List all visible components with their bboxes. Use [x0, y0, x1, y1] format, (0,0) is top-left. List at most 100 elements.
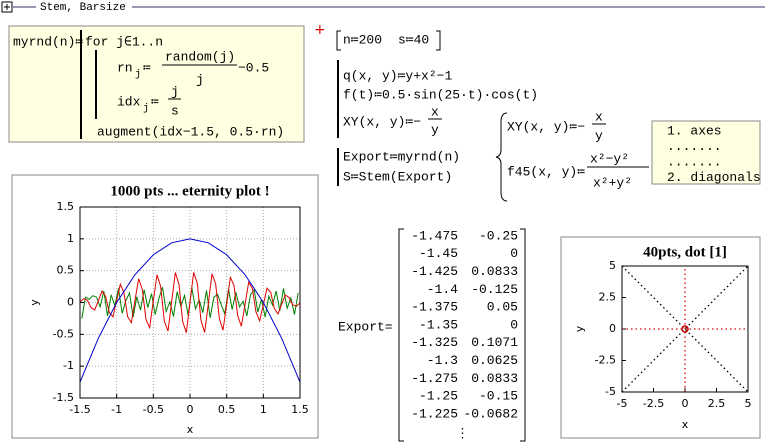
matrix-cell: -0.15 [479, 389, 518, 404]
assign: ≔ [151, 94, 159, 109]
y-tick-label: -2.5 [595, 354, 616, 367]
program-block: myrnd(n)≔ for j∈1..n rn j ≔ random(j) j … [8, 25, 305, 143]
var: rn [117, 60, 133, 75]
y-axis-label: y [28, 299, 41, 306]
definition: S≔Stem(Export) [343, 169, 452, 184]
matrix-cell: 0 [510, 246, 518, 261]
matrix-cell: -1.35 [419, 317, 458, 332]
matrix-cell: -0.25 [479, 228, 518, 243]
x-tick-label: -1.5 [69, 403, 90, 416]
y-tick-label: 0.5 [57, 264, 75, 277]
denominator: x²+y² [593, 175, 632, 190]
y-tick-label: 0 [609, 322, 616, 335]
chart-title: 1000 pts ... eternity plot ! [110, 183, 269, 199]
numerator: x [431, 104, 439, 119]
matrix-cell: -1.275 [411, 371, 458, 386]
numerator: x [595, 109, 603, 124]
x-tick-label: 1 [260, 403, 267, 416]
legend-line: ....... [667, 154, 722, 169]
chart: -5 -2.5 0 2.5 5 -5 -2.5 0 2.5 5 40pts, dot [1] x y [573, 244, 752, 431]
x-axis-label: x [682, 418, 689, 431]
legend-line: ....... [667, 139, 722, 154]
y-tick-label: 5 [609, 259, 616, 272]
subscript: j [143, 103, 149, 115]
denominator: s [171, 103, 179, 118]
matrix-cell: 0.05 [487, 300, 518, 315]
program-name: myrnd(n)≔ [13, 34, 83, 49]
x-tick-label: -5 [617, 397, 628, 410]
region-header: Stem, Barsize [1, 1, 765, 14]
y-tick-label: -0.5 [53, 327, 74, 340]
brace-system: XY(x, y)≔− x y f45(x, y)≔ x²−y² x²+y² [495, 109, 649, 202]
x-tick-label: 0 [187, 403, 194, 416]
plot-border [79, 206, 301, 399]
matrix-cell: 0.1071 [471, 335, 518, 350]
series-line [79, 238, 301, 383]
x-tick-label: 0.5 [218, 403, 236, 416]
numerator: j [171, 84, 179, 99]
matrix-cell: -1.45 [419, 246, 458, 261]
y-tick-label: 0 [67, 296, 74, 309]
matrix-cell: -1.375 [411, 300, 458, 315]
x-tick-label: 5 [745, 397, 752, 410]
chart-title: 40pts, dot [1] [643, 244, 727, 260]
plot-border [621, 265, 749, 393]
matrix-cell: 0 [510, 317, 518, 332]
x-tick-label: -2.5 [643, 397, 664, 410]
series-line [79, 272, 301, 333]
var: idx [117, 94, 141, 109]
definition: f(t)≔0.5·sin(25·t)·cos(t) [343, 87, 538, 102]
y-tick-label: -1 [63, 359, 74, 372]
definition: XY(x, y)≔− [343, 114, 421, 129]
expr-tail: −0.5 [238, 60, 269, 75]
chart: -1.5 -1 -0.5 0 0.5 1 1.5 -1.5 -1 -0.5 0 0.5 1 1.5 1000… [28, 183, 309, 436]
matrix-cell: -0.125 [471, 282, 518, 297]
definition: XY(x, y)≔− [507, 119, 585, 134]
matrix-cell: 0.0833 [471, 371, 518, 386]
result: augment(idx−1.5, 0.5·rn) [97, 124, 284, 139]
definition: Export≔myrnd(n) [343, 149, 460, 164]
assign: ≔ [143, 60, 151, 75]
data-point [681, 325, 689, 333]
y-tick-label: -5 [605, 385, 616, 398]
numerator: x²−y² [590, 151, 629, 166]
matrix-cell: 0.0833 [471, 264, 518, 279]
region-title: Stem, Barsize [40, 2, 126, 14]
matrix-cell: -1.25 [419, 389, 458, 404]
param: s≔40 [398, 32, 429, 47]
x-tick-label: 1.5 [291, 403, 309, 416]
y-tick-label: 1.5 [57, 200, 75, 213]
y-tick-label: -1.5 [53, 391, 74, 404]
legend-line: 1. axes [667, 123, 722, 138]
matrix-cell: -1.475 [411, 228, 458, 243]
legend-box: 1. axes..............2. diagonals [651, 120, 761, 185]
y-tick-label: 2.5 [599, 291, 617, 304]
matrix-label: Export= [338, 319, 393, 334]
matrix-cell: -1.3 [427, 353, 458, 368]
x-tick-label: -0.5 [143, 403, 164, 416]
y-tick-label: 1 [67, 232, 74, 245]
definition: q(x, y)≔y+x²−1 [343, 68, 452, 83]
x-axis-label: x [187, 423, 194, 436]
ellipsis: ⋮ [456, 426, 469, 441]
param: n≔200 [343, 32, 382, 47]
matrix-cell: -1.225 [411, 406, 458, 421]
matrix-cell: -1.4 [427, 282, 458, 297]
loop: for j∈1..n [85, 34, 163, 49]
numerator: random(j) [165, 49, 235, 64]
insert-cursor: + [314, 22, 326, 38]
matrix-cell: 0.0625 [471, 353, 518, 368]
legend-line: 2. diagonals [667, 170, 761, 185]
x-tick-label: 0 [682, 397, 689, 410]
y-axis-label: y [573, 325, 586, 332]
definition: f45(x, y)≔ [507, 164, 585, 179]
denominator: j [196, 72, 204, 87]
matrix-cell: -0.0682 [463, 406, 518, 421]
matrix: Export= ⋮ -1.475 -0.25-1.45 0-1.425 0.0833-… [338, 228, 526, 442]
subscript: j [135, 69, 141, 81]
x-tick-label: 2.5 [708, 397, 726, 410]
denominator: y [595, 128, 603, 143]
x-tick-label: -1 [111, 403, 122, 416]
matrix-cell: -1.325 [411, 335, 458, 350]
